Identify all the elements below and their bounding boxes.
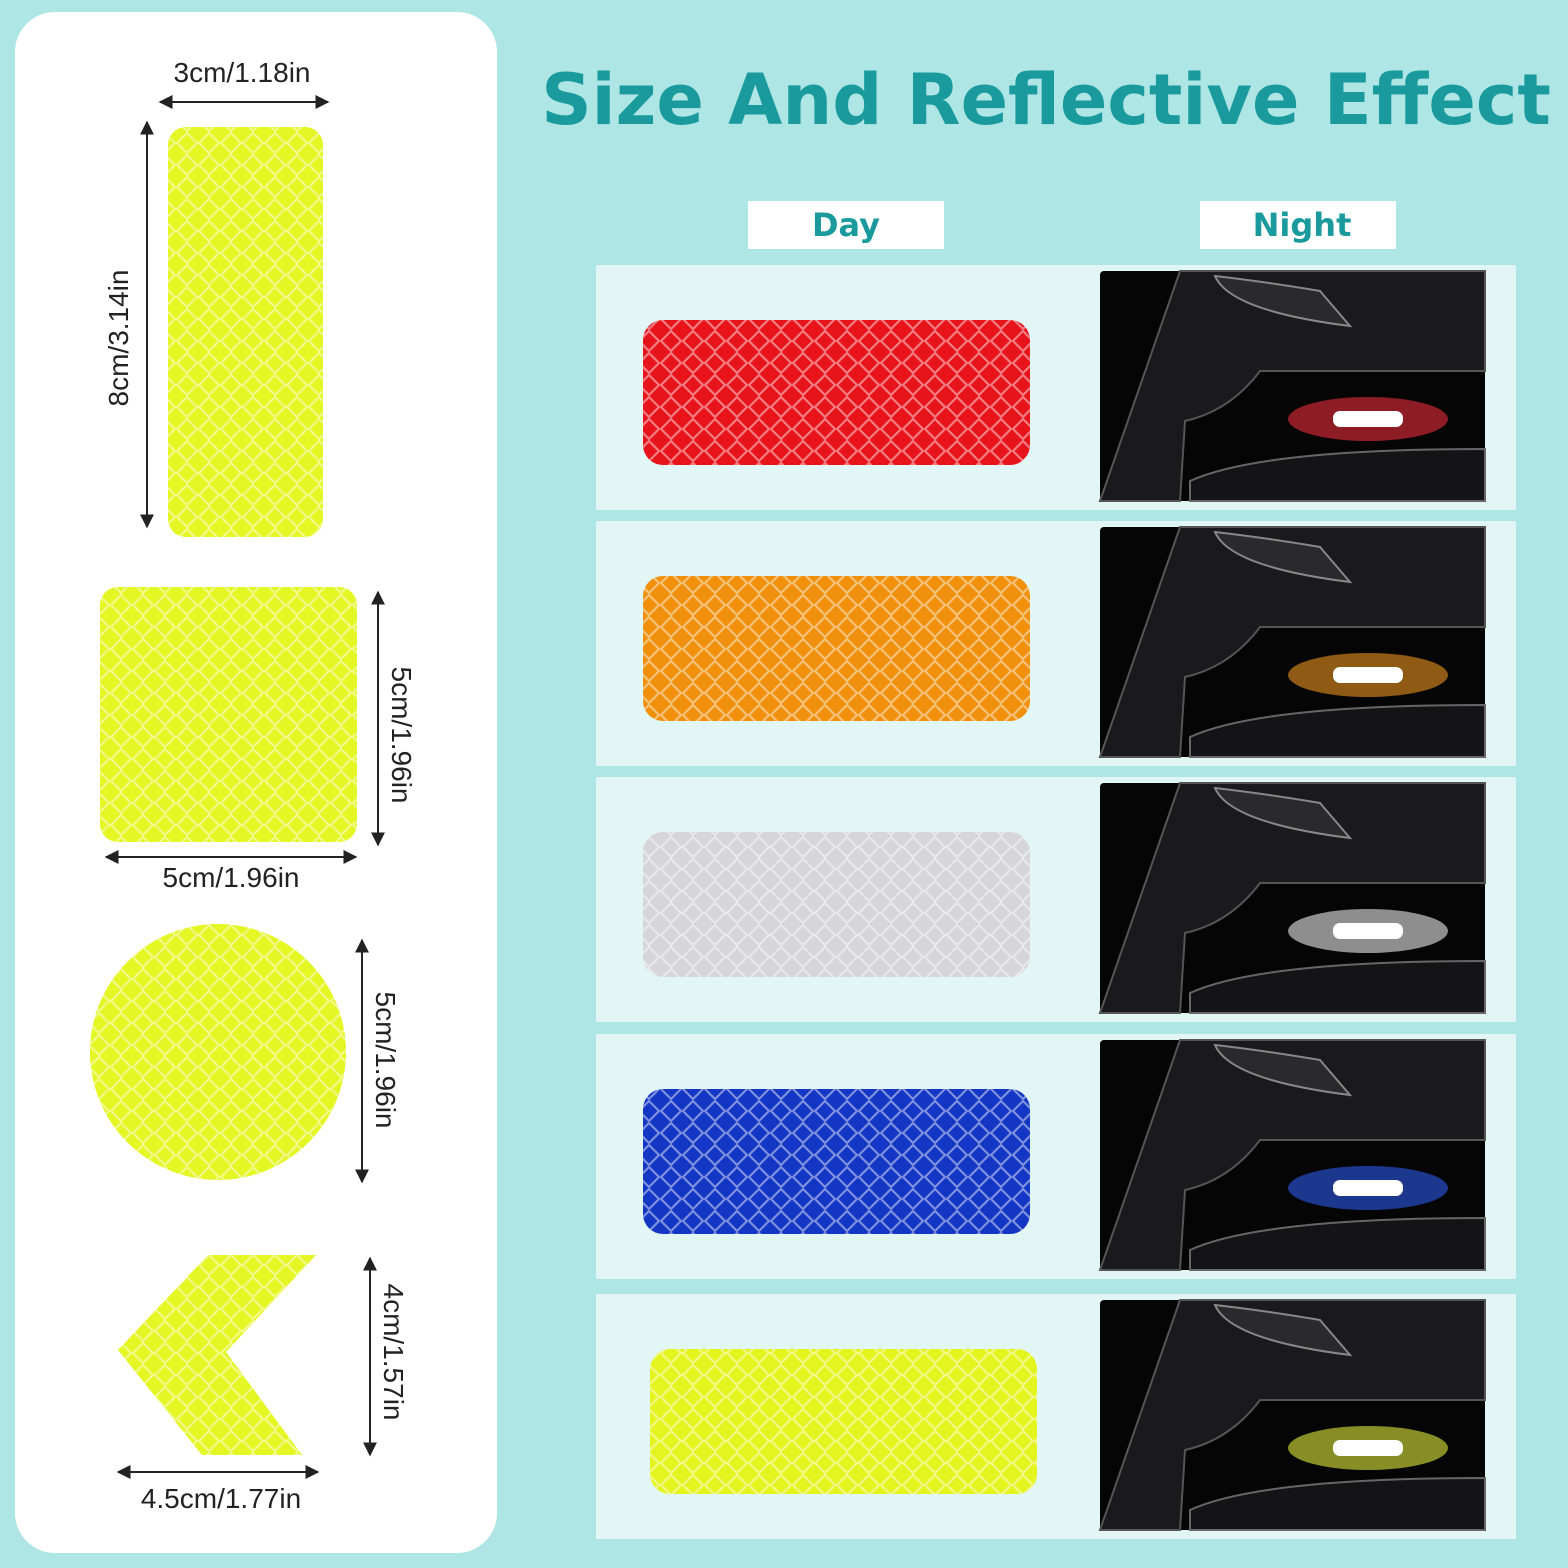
reflector [1333, 411, 1403, 427]
width-label: 4.5cm/1.77in [141, 1483, 301, 1514]
reflector [1333, 1180, 1403, 1196]
height-label: 5cm/1.96in [386, 667, 417, 804]
comparison-row [596, 777, 1516, 1022]
car-body [1098, 782, 1486, 1014]
column-label: Night [1253, 206, 1352, 244]
column-tab [1200, 201, 1396, 249]
comparison-row [596, 521, 1516, 766]
day-sticker-pattern [643, 320, 1030, 465]
car-lamp [1213, 786, 1353, 840]
column-tab [748, 201, 944, 249]
square-sticker [100, 587, 357, 842]
bumper [1189, 703, 1486, 758]
height-label: 5cm/1.96in [370, 992, 401, 1129]
car-body [1098, 526, 1486, 758]
comparison-row [596, 265, 1516, 510]
car-lamp [1213, 530, 1353, 584]
rect-sticker [168, 127, 323, 537]
bumper [1189, 1476, 1486, 1531]
car-lamp [1213, 1303, 1353, 1357]
car-body [1098, 1299, 1486, 1531]
reflector [1333, 667, 1403, 683]
title: Size And Reflective Effect [541, 59, 1551, 141]
day-sticker-pattern [643, 1089, 1030, 1234]
circle-sticker [90, 924, 346, 1180]
car-lamp [1213, 1043, 1353, 1097]
bumper [1189, 959, 1486, 1014]
column-label: Day [812, 206, 880, 244]
width-label: 5cm/1.96in [163, 862, 300, 893]
day-sticker-pattern [643, 576, 1030, 721]
reflector [1333, 923, 1403, 939]
car-lamp [1213, 274, 1353, 328]
width-label: 3cm/1.18in [174, 57, 311, 88]
chevron-sticker [118, 1255, 316, 1455]
car-body [1098, 270, 1486, 502]
comparison-row [596, 1294, 1516, 1539]
day-sticker-pattern [650, 1349, 1037, 1494]
car-body [1098, 1039, 1486, 1271]
day-sticker-pattern [643, 832, 1030, 977]
comparison-row [596, 1034, 1516, 1279]
reflector [1333, 1440, 1403, 1456]
bumper [1189, 1216, 1486, 1271]
height-label: 4cm/1.57in [378, 1284, 409, 1421]
bumper [1189, 447, 1486, 502]
height-label: 8cm/3.14in [103, 270, 134, 407]
